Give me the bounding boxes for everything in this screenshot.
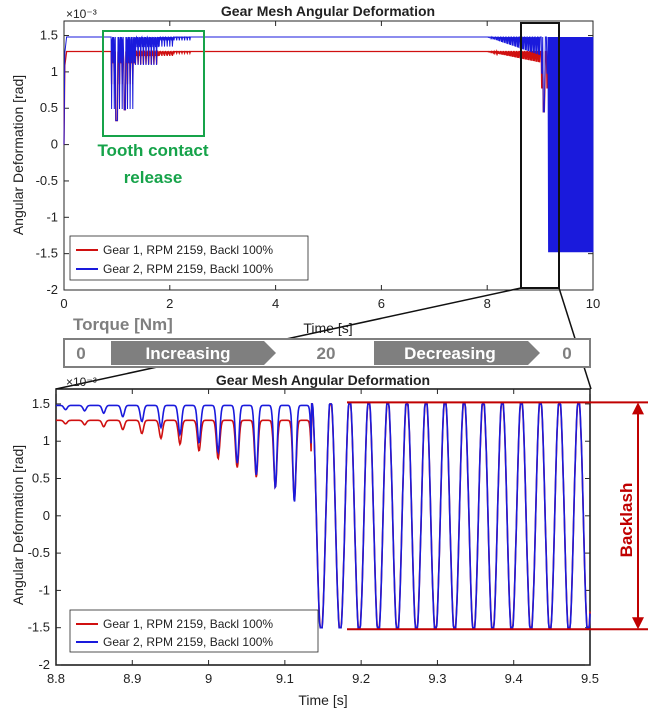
torque-stage-decreasing: Decreasing — [404, 344, 496, 363]
backlash-annotation: Backlash — [347, 401, 648, 631]
top-y-tick-label: -1.5 — [36, 246, 58, 261]
top-y-tick-label: 1 — [51, 64, 58, 79]
bottom-x-axis-label: Time [s] — [298, 692, 347, 708]
zoom-region-box — [520, 22, 560, 289]
bottom-y-tick-labels: -2 -1.5 -1 -0.5 0 0.5 1 1.5 — [28, 396, 50, 672]
backlash-arrow-head-bottom — [632, 617, 644, 630]
top-x-tick-label: 6 — [378, 296, 385, 311]
bot-y-tick-label: 0 — [43, 508, 50, 523]
backlash-arrow-head-top — [632, 402, 644, 415]
top-legend: Gear 1, RPM 2159, Backl 100% Gear 2, RPM… — [69, 235, 309, 281]
top-legend-box — [69, 235, 309, 281]
top-legend-label-gear2: Gear 2, RPM 2159, Backl 100% — [103, 262, 273, 276]
torque-strip: Torque [Nm] 0 Increasing 20 Decreasing 0 — [63, 315, 591, 368]
bottom-legend: Gear 1, RPM 2159, Backl 100% Gear 2, RPM… — [69, 609, 319, 653]
bottom-legend-label-gear2: Gear 2, RPM 2159, Backl 100% — [103, 635, 273, 649]
bot-x-tick-label: 9.5 — [581, 671, 599, 686]
bot-y-tick-label: -1.5 — [28, 620, 50, 635]
bottom-y-axis-label: Angular Deformation [rad] — [10, 445, 26, 605]
tooth-contact-label-line1: Tooth contact — [97, 141, 208, 160]
bottom-chart-title: Gear Mesh Angular Deformation — [216, 372, 430, 388]
top-x-tick-labels: 0 2 4 6 8 10 — [60, 296, 600, 311]
torque-increasing-arrow — [111, 341, 276, 365]
tooth-contact-label-line2: release — [124, 168, 183, 187]
top-y-tick-label: -1 — [46, 209, 58, 224]
top-x-tick-label: 10 — [586, 296, 600, 311]
top-y-tick-label: 0.5 — [40, 100, 58, 115]
torque-stage-end: 0 — [562, 344, 571, 363]
bot-x-tick-label: 8.9 — [123, 671, 141, 686]
bottom-x-tick-labels: 8.8 8.9 9 9.1 9.2 9.3 9.4 9.5 — [47, 671, 599, 686]
bot-x-tick-label: 9.2 — [352, 671, 370, 686]
top-chart-title: Gear Mesh Angular Deformation — [221, 3, 435, 19]
top-y-axis-label: Angular Deformation [rad] — [10, 75, 26, 235]
bot-x-tick-label: 9 — [205, 671, 212, 686]
bot-x-tick-label: 8.8 — [47, 671, 65, 686]
bot-y-tick-label: -0.5 — [28, 545, 50, 560]
bot-x-tick-label: 9.1 — [276, 671, 294, 686]
bottom-axis-ticks — [55, 389, 591, 666]
bot-y-tick-label: 0.5 — [32, 471, 50, 486]
tooth-contact-box — [102, 30, 205, 137]
top-legend-label-gear1: Gear 1, RPM 2159, Backl 100% — [103, 243, 273, 257]
torque-stage-peak: 20 — [317, 344, 336, 363]
top-y-tick-label: -2 — [46, 282, 58, 297]
top-axis-ticks — [63, 21, 594, 291]
torque-stage-start: 0 — [76, 344, 85, 363]
top-y-tick-label: -0.5 — [36, 173, 58, 188]
chart-bottom: Gear Mesh Angular Deformation ×10⁻³ Time… — [10, 372, 648, 708]
top-x-tick-label: 4 — [272, 296, 279, 311]
bottom-series-gear2-line — [56, 403, 591, 629]
bot-y-tick-label: -1 — [38, 582, 50, 597]
top-y-tick-labels: -2 -1.5 -1 -0.5 0 0.5 1 1.5 — [36, 28, 58, 297]
torque-decreasing-arrow — [374, 341, 540, 365]
bottom-y-exponent: ×10⁻³ — [66, 375, 97, 389]
bot-x-tick-label: 9.3 — [428, 671, 446, 686]
bottom-legend-label-gear1: Gear 1, RPM 2159, Backl 100% — [103, 617, 273, 631]
top-x-tick-label: 2 — [166, 296, 173, 311]
chart-top: Gear Mesh Angular Deformation ×10⁻³ Time… — [10, 3, 600, 336]
torque-stage-increasing: Increasing — [145, 344, 230, 363]
bot-y-tick-label: 1 — [43, 433, 50, 448]
top-x-tick-label: 0 — [60, 296, 67, 311]
top-x-tick-label: 8 — [484, 296, 491, 311]
backlash-label: Backlash — [617, 483, 636, 558]
top-series-group — [63, 35, 594, 253]
bot-y-tick-label: 1.5 — [32, 396, 50, 411]
torque-label: Torque [Nm] — [73, 315, 173, 334]
bot-x-tick-label: 9.4 — [505, 671, 523, 686]
bottom-legend-box — [69, 609, 319, 653]
top-y-tick-label: 1.5 — [40, 28, 58, 43]
top-y-tick-label: 0 — [51, 137, 58, 152]
bottom-series-group — [56, 403, 591, 629]
bot-y-tick-label: -2 — [38, 657, 50, 672]
top-series-gear2-line — [63, 35, 594, 253]
top-y-exponent: ×10⁻³ — [66, 7, 97, 21]
